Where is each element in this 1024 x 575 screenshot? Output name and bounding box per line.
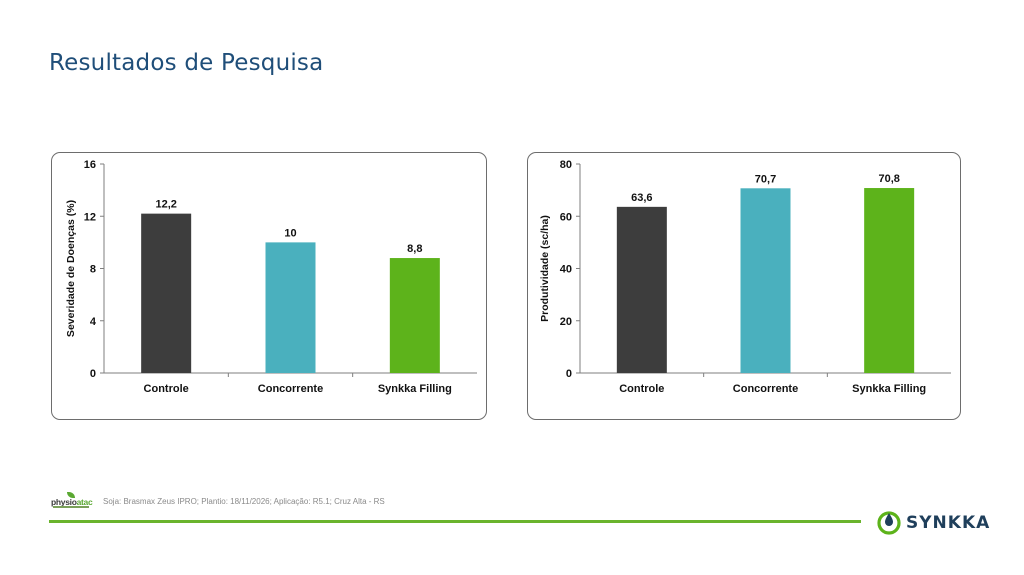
data-label: 8,8 [407,243,422,255]
synkka-logo: SYNKKA [876,509,989,537]
data-label: 12,2 [155,199,176,211]
accent-divider [49,520,861,523]
y-tick-label: 60 [560,211,572,223]
bar-synkka-filling [389,258,440,373]
x-tick-label: Synkka Filling [852,383,926,395]
y-axis-title: Produtividade (sc/ha) [539,215,551,322]
y-tick-label: 4 [90,316,97,328]
bar-synkka-filling [864,188,915,373]
physioatac-logo-text: physioatac [51,497,93,507]
y-tick-label: 0 [566,368,572,380]
data-label: 63,6 [631,192,652,204]
x-tick-label: Controle [144,383,189,395]
x-tick-label: Synkka Filling [378,383,452,395]
bar-controle [616,206,667,373]
chart-severidade-svg: 0 4 8 12 16 Severidade de Doenças (%) 12,2 Cont… [65,159,477,395]
page-title: Resultados de Pesquisa [49,50,324,76]
x-tick-label: Concorrente [733,383,798,395]
chart-severidade: 0 4 8 12 16 Severidade de Doenças (%) 12,2 Cont… [51,152,487,420]
chart-produtividade-svg: 0 20 40 60 80 Produtividade (sc/ha) 63,6 Contro… [539,159,951,395]
physioatac-logo: physioatac [51,492,93,510]
data-label: 10 [284,227,296,239]
data-label: 70,7 [755,173,776,185]
y-tick-label: 20 [560,316,572,328]
drop-icon [877,511,901,535]
y-tick-label: 8 [90,264,96,276]
y-tick-label: 0 [90,368,96,380]
bar-concorrente [740,188,791,373]
y-tick-label: 12 [84,211,96,223]
y-tick-label: 80 [560,159,572,171]
x-tick-label: Controle [619,383,664,395]
y-axis-title: Severidade de Doenças (%) [65,200,77,337]
bar-concorrente [265,242,316,373]
logo-underline [53,506,89,508]
bar-controle [141,213,192,373]
footer-note: Soja: Brasmax Zeus IPRO; Plantio: 18/11/… [103,497,385,506]
brand-name: SYNKKA [906,513,991,533]
data-label: 70,8 [878,173,899,185]
leaf-icon [67,492,75,498]
y-tick-label: 16 [84,159,96,171]
chart-produtividade: 0 20 40 60 80 Produtividade (sc/ha) 63,6 Contro… [527,152,961,420]
y-tick-label: 40 [560,264,572,276]
x-tick-label: Concorrente [258,383,323,395]
